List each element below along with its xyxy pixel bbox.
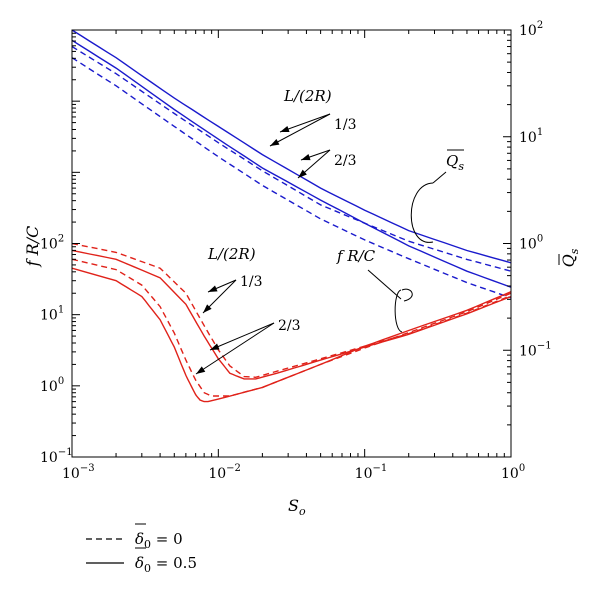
- annot-red-b: 2/3: [278, 318, 301, 334]
- legend-sub: 0: [144, 538, 151, 551]
- x-ticks: 10−3 10−2 10−1 100: [62, 30, 525, 482]
- svg-text:Qs: Qs: [446, 152, 464, 173]
- y-left-tick-label-base: 10: [40, 450, 58, 466]
- legend-item: δ0 = 0: [86, 523, 183, 551]
- legend-value: = 0: [151, 530, 183, 548]
- y-right-tick-label-exp: 2: [537, 20, 543, 31]
- series-fRC-1-3-delta0: [72, 242, 511, 379]
- legend-value: = 0.5: [151, 554, 197, 572]
- annot-red-title: L/(2R): [207, 245, 256, 263]
- brace-frc-arc: [394, 288, 413, 333]
- legend-symbol: δ: [135, 554, 144, 572]
- y-right-axis-title-main: Q: [559, 254, 578, 267]
- legend-item: δ0 = 0.5: [86, 547, 197, 575]
- y-left-tick-label: 100: [40, 376, 64, 395]
- annot-blue-b: 2/3: [334, 153, 357, 169]
- legend-sub: 0: [144, 562, 151, 575]
- x-tick-label-base: 10: [501, 466, 519, 482]
- y-right-axis-title: Qs: [558, 248, 581, 267]
- y-left-tick-label-exp: 1: [58, 305, 64, 316]
- x-tick-label-base: 10: [208, 466, 226, 482]
- y-right-tick-label: 102: [519, 20, 543, 39]
- x-tick-label-base: 10: [355, 466, 373, 482]
- x-tick-label: 10−2: [208, 463, 241, 482]
- y-left-tick-label: 102: [40, 234, 64, 253]
- brace-frc-leader: [367, 269, 402, 300]
- y-right-tick-label: 10−1: [519, 340, 552, 359]
- arrow-red-a1: [207, 279, 237, 293]
- arrow-blue-a2: [269, 113, 331, 147]
- y-right-tick-label: 100: [519, 234, 543, 253]
- series-Qs-2-3-delta0: [72, 57, 511, 299]
- brace-qs-arc: [410, 182, 434, 243]
- x-tick-label-exp: −3: [80, 463, 95, 474]
- y-right-tick-label: 101: [519, 127, 543, 146]
- annot-red-brace-label: f R/C: [336, 247, 376, 265]
- legend: δ0 = 0δ0 = 0.5: [86, 523, 197, 575]
- x-tick-label-base: 10: [62, 466, 80, 482]
- brace-qs-leader: [432, 171, 447, 184]
- x-tick-label: 10−1: [355, 463, 388, 482]
- svg-text:Qs: Qs: [559, 248, 581, 267]
- arrow-red-b2: [195, 322, 275, 375]
- y-left-tick-label-exp: 2: [58, 234, 64, 245]
- y-right-tick-label-base: 10: [519, 23, 537, 39]
- y-right-tick-label-base: 10: [519, 343, 537, 359]
- series-fRC-2-3-delta0: [72, 258, 511, 397]
- series-fRC-1-3-delta05: [72, 249, 511, 380]
- legend-label: δ0 = 0: [135, 530, 183, 551]
- x-axis-title-sub: o: [299, 505, 306, 518]
- annot-red-a: 1/3: [240, 274, 263, 290]
- y-left-tick-label-exp: 0: [58, 376, 64, 387]
- plot-area: 10−3 10−2 10−1 10010−110010110210−110010110…: [40, 20, 552, 482]
- y-left-axis-title-main: f R/C: [23, 226, 42, 268]
- y-left-tick-label-exp: −1: [58, 447, 73, 458]
- legend-symbol: δ: [135, 530, 144, 548]
- series-Qs-1-3-delta05: [72, 30, 511, 264]
- x-tick-label-exp: −1: [372, 463, 387, 474]
- series-Qs-1-3-delta0: [72, 45, 511, 272]
- annot-blue-brace: Qs: [446, 149, 464, 173]
- arrow-red-b1: [209, 322, 275, 351]
- y-left-tick-label: 10−1: [40, 447, 73, 466]
- y-left-axis-title: f R/C: [23, 226, 42, 268]
- y-left-tick-label: 101: [40, 305, 64, 324]
- series-group: [72, 30, 511, 403]
- y-left-tick-label-base: 10: [40, 237, 58, 253]
- x-tick-label: 100: [501, 463, 525, 482]
- annot-blue-brace-label: Q: [446, 152, 458, 170]
- y-right-tick-label-exp: 0: [537, 234, 543, 245]
- y-left-tick-label-base: 10: [40, 379, 58, 395]
- annotation-blue-group: L/(2R) 1/3 2/3 Qs: [283, 87, 464, 173]
- x-tick-label-exp: −2: [226, 463, 241, 474]
- arrow-red-a2: [202, 279, 237, 314]
- annot-blue-title: L/(2R): [283, 87, 332, 105]
- arrow-blue-b2: [297, 149, 331, 179]
- legend-label: δ0 = 0.5: [135, 554, 197, 575]
- y-right-tick-label-exp: 1: [537, 127, 543, 138]
- x-axis-title-main: S: [288, 496, 299, 515]
- x-tick-label: 10−3: [62, 463, 95, 482]
- arrow-blue-a1: [279, 113, 331, 133]
- annot-blue-brace-sub: s: [458, 160, 464, 173]
- annot-blue-a: 1/3: [334, 117, 357, 133]
- series-fRC-2-3-delta05: [72, 267, 511, 403]
- x-axis-title: So: [288, 496, 306, 518]
- y-right-tick-label-exp: −1: [537, 340, 552, 351]
- arrow-blue-b1: [300, 149, 331, 161]
- y-left-tick-label-base: 10: [40, 308, 58, 324]
- x-tick-label-exp: 0: [519, 463, 525, 474]
- series-Qs-2-3-delta05: [72, 39, 511, 288]
- annotation-red-group: L/(2R) 1/3 2/3 f R/C: [207, 245, 376, 334]
- y-right-axis-title-sub: s: [568, 248, 581, 254]
- y-right-tick-label-base: 10: [519, 237, 537, 253]
- annotation-arrows: [195, 113, 447, 375]
- y-right-tick-label-base: 10: [519, 130, 537, 146]
